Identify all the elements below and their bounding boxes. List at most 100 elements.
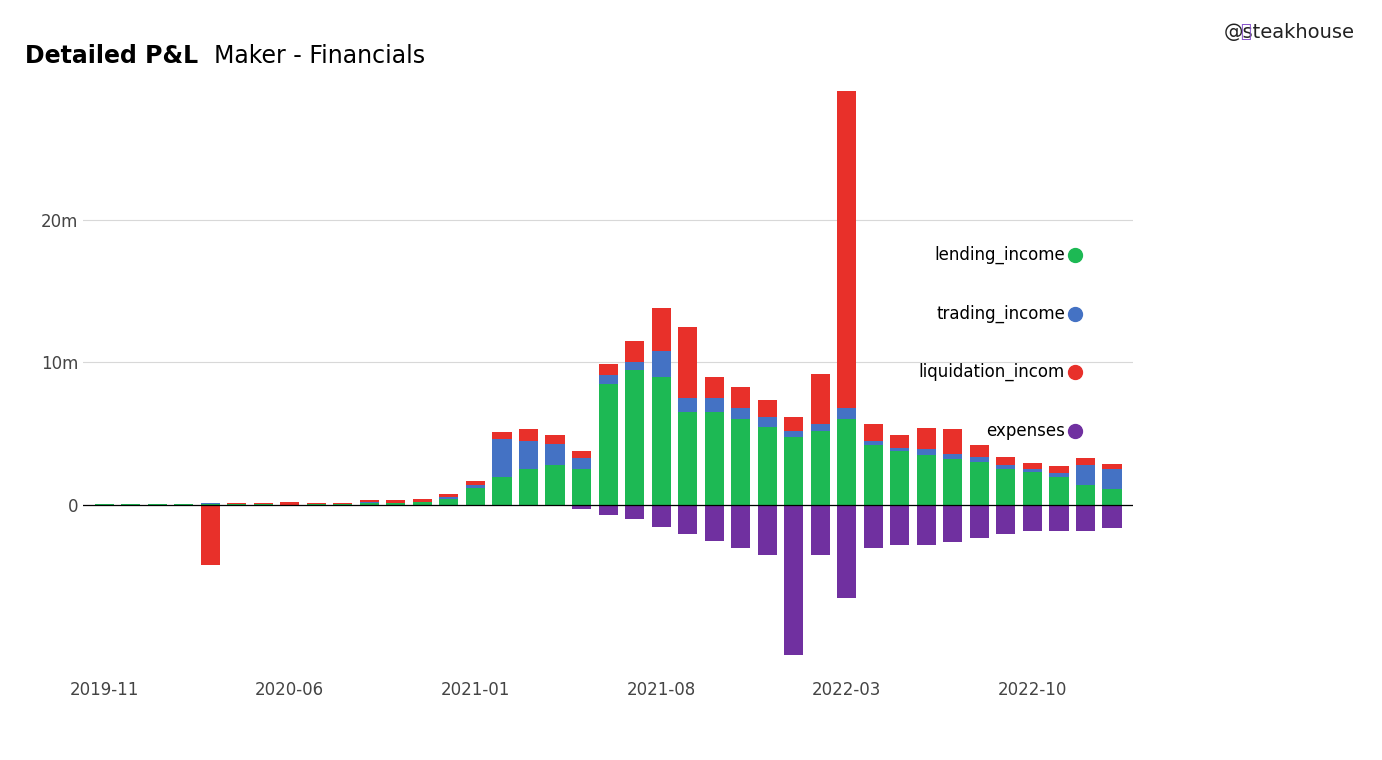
Bar — [757, 426, 777, 505]
Bar — [996, 465, 1016, 470]
Bar — [757, 505, 777, 555]
Bar — [148, 504, 167, 505]
Bar — [811, 374, 829, 424]
Text: lending_income: lending_income — [934, 246, 1066, 264]
Bar — [439, 499, 459, 505]
Text: @steakhouse: @steakhouse — [1223, 23, 1354, 42]
Text: Detailed P&L: Detailed P&L — [25, 44, 198, 68]
Bar — [705, 505, 724, 541]
Bar — [200, 504, 220, 505]
Bar — [572, 458, 591, 470]
Bar — [864, 424, 883, 441]
Bar — [1103, 470, 1122, 489]
Bar — [1077, 458, 1095, 465]
Bar — [1049, 466, 1068, 473]
Bar — [466, 488, 485, 505]
Bar — [970, 445, 990, 457]
Bar — [890, 435, 909, 448]
Bar — [944, 454, 962, 460]
Bar — [1049, 477, 1068, 505]
Bar — [1023, 472, 1042, 505]
Bar — [1103, 464, 1122, 470]
Text: liquidation_incom: liquidation_incom — [919, 363, 1066, 382]
Bar — [572, 451, 591, 458]
Bar — [705, 398, 724, 413]
Bar — [1049, 473, 1068, 477]
Bar — [572, 505, 591, 509]
Bar — [307, 504, 326, 505]
Text: 🍴: 🍴 — [1240, 23, 1251, 41]
Text: expenses: expenses — [987, 422, 1066, 439]
Bar — [1103, 489, 1122, 505]
Bar — [944, 429, 962, 454]
Bar — [227, 504, 246, 505]
Bar — [970, 457, 990, 462]
Bar — [387, 500, 405, 503]
Bar — [520, 429, 538, 441]
Bar — [466, 481, 485, 485]
Text: Maker - Financials: Maker - Financials — [214, 44, 426, 68]
Bar — [757, 416, 777, 426]
Bar — [864, 505, 883, 548]
Bar — [916, 428, 936, 449]
Bar — [439, 495, 459, 497]
Bar — [281, 502, 300, 505]
Bar — [890, 505, 909, 545]
Bar — [890, 448, 909, 451]
Bar — [916, 505, 936, 545]
Text: trading_income: trading_income — [936, 305, 1066, 323]
Bar — [944, 505, 962, 542]
Bar — [731, 505, 750, 548]
Bar — [254, 503, 272, 505]
Bar — [837, 408, 857, 420]
Bar — [705, 413, 724, 505]
Bar — [492, 439, 511, 477]
Bar — [625, 369, 644, 505]
Bar — [679, 413, 697, 505]
Bar — [598, 375, 618, 384]
Bar — [890, 451, 909, 505]
Bar — [227, 503, 246, 504]
Bar — [546, 435, 565, 444]
Bar — [996, 470, 1016, 505]
Bar — [1077, 505, 1095, 530]
Bar — [546, 465, 565, 505]
Bar — [679, 398, 697, 413]
Bar — [1023, 469, 1042, 472]
Bar — [413, 502, 433, 505]
Bar — [492, 432, 511, 439]
Bar — [651, 505, 670, 527]
Bar — [944, 460, 962, 505]
Bar — [731, 387, 750, 408]
Bar — [1023, 505, 1042, 530]
Bar — [439, 497, 459, 499]
Bar — [1023, 463, 1042, 469]
Bar — [705, 377, 724, 398]
Bar — [1077, 485, 1095, 505]
Bar — [174, 504, 193, 505]
Bar — [359, 503, 379, 505]
Bar — [784, 416, 803, 431]
Bar — [864, 441, 883, 445]
Bar — [572, 470, 591, 505]
Bar — [651, 308, 670, 351]
Bar — [492, 477, 511, 505]
Bar — [387, 503, 405, 505]
Bar — [200, 505, 220, 565]
Bar — [837, 505, 857, 598]
Bar — [546, 444, 565, 465]
Bar — [307, 503, 326, 504]
Bar — [598, 505, 618, 515]
Bar — [837, 23, 857, 408]
Bar — [598, 364, 618, 375]
Bar — [651, 351, 670, 377]
Bar — [1049, 505, 1068, 530]
Bar — [413, 499, 433, 502]
Bar — [333, 502, 352, 504]
Bar — [784, 436, 803, 505]
Bar — [625, 505, 644, 519]
Bar — [916, 455, 936, 505]
Bar — [996, 505, 1016, 534]
Bar — [731, 420, 750, 505]
Bar — [970, 505, 990, 538]
